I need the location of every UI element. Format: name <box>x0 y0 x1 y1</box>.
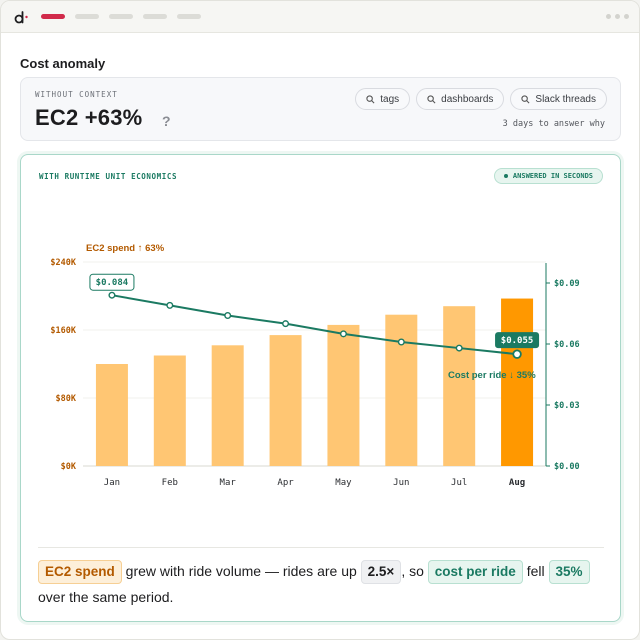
left-axis-tick-label: $240K <box>50 258 76 268</box>
right-axis-tick-label: $0.06 <box>554 340 580 350</box>
pill-label: dashboards <box>441 93 494 105</box>
pill-label: Slack threads <box>535 93 596 105</box>
cost-annotation: Cost per ride ↓ 35% <box>448 370 536 381</box>
line-point <box>108 291 116 299</box>
answered-badge-label: ANSWERED IN SECONDS <box>512 172 593 180</box>
question-mark-icon: ? <box>162 113 171 129</box>
line-point <box>339 330 347 338</box>
chip-ec2-spend: EC2 spend <box>38 560 122 584</box>
right-axis-tick-label: $0.03 <box>554 401 580 411</box>
search-pill-dashboards[interactable]: dashboards <box>416 88 505 110</box>
summary-part: over the same period. <box>38 589 174 605</box>
search-icon <box>366 94 375 103</box>
x-tick-label: May <box>335 478 352 488</box>
without-context-label: WITHOUT CONTEXT <box>35 90 118 99</box>
point-label-box <box>495 332 540 349</box>
line-point <box>224 312 232 320</box>
line-point <box>397 338 405 346</box>
bar-mar <box>211 345 244 466</box>
tab[interactable] <box>75 14 99 19</box>
time-to-answer: 3 days to answer why <box>502 119 605 129</box>
bar-may <box>327 324 360 466</box>
right-axis-tick-label: $0.00 <box>554 462 580 472</box>
chip-cost-per-ride: cost per ride <box>427 560 523 584</box>
status-dot-icon <box>503 174 508 178</box>
x-tick-label: Jun <box>393 478 409 488</box>
without-context-card: WITHOUT CONTEXT EC2 +63% ? tags dashboar… <box>20 77 621 141</box>
search-pill-slack-threads[interactable]: Slack threads <box>510 88 607 110</box>
search-pill-tags[interactable]: tags <box>355 88 411 110</box>
cost-per-ride-line <box>111 294 518 356</box>
tab[interactable] <box>143 14 167 19</box>
tab[interactable] <box>177 14 201 19</box>
summary-part: , so <box>401 563 428 579</box>
left-axis-tick-label: $80K <box>56 394 77 404</box>
point-label: $0.084 <box>96 278 129 288</box>
left-axis-tick-label: $160K <box>50 326 76 336</box>
point-label-box <box>89 273 135 291</box>
x-tick-label: Jul <box>451 478 467 488</box>
with-context-label: WITH RUNTIME UNIT ECONOMICS <box>39 172 178 181</box>
x-tick-label: Apr <box>277 478 294 488</box>
answered-badge: ANSWERED IN SECONDS <box>493 168 603 184</box>
summary-part: grew with ride volume — rides are up <box>121 563 361 579</box>
more-menu-icon[interactable] <box>606 14 629 19</box>
point-label: $0.055 <box>501 336 534 346</box>
search-icon <box>521 94 530 103</box>
pill-label: tags <box>380 93 400 105</box>
bar-feb <box>153 355 186 466</box>
summary-part: fell <box>522 563 549 579</box>
headline-metric: EC2 +63% <box>35 105 143 130</box>
tab[interactable] <box>109 14 133 19</box>
summary-text: EC2 spend grew with ride volume — rides … <box>38 558 604 610</box>
page-title: Cost anomaly <box>20 56 106 71</box>
x-tick-label: Jan <box>104 478 120 488</box>
line-point <box>512 349 522 359</box>
spend-annotation: EC2 spend ↑ 63% <box>86 243 165 254</box>
bar-apr <box>269 335 302 466</box>
chip-percent: 35% <box>548 560 590 584</box>
search-icon <box>427 94 436 103</box>
bar-jun <box>385 314 418 466</box>
divider <box>38 547 604 548</box>
app-logo-icon <box>14 11 28 24</box>
right-axis-tick-label: $0.09 <box>554 279 580 289</box>
line-point <box>166 301 174 309</box>
x-tick-label: Mar <box>220 478 237 488</box>
line-point <box>282 320 290 328</box>
x-tick-label: Aug <box>509 478 525 488</box>
title-bar <box>1 1 639 33</box>
chip-rides: 2.5× <box>360 560 402 584</box>
left-axis-tick-label: $0K <box>61 462 77 472</box>
bar-jul <box>443 306 476 466</box>
line-point <box>455 344 463 352</box>
x-tick-label: Feb <box>162 478 178 488</box>
tab-active[interactable] <box>41 14 65 19</box>
bar-jan <box>95 364 128 466</box>
bar-aug <box>501 298 534 466</box>
